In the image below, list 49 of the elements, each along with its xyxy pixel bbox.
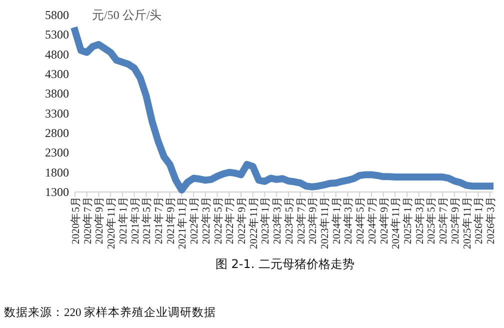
y-tick-label: 2300 xyxy=(45,146,69,160)
x-tick-label: 2024年9月 xyxy=(378,196,390,244)
x-tick-label: 2024年1月 xyxy=(330,196,343,244)
x-tick-label: 2022年1月 xyxy=(188,196,201,244)
x-tick-label: 2020年11月 xyxy=(106,196,118,250)
x-tick-label: 2021年9月 xyxy=(164,196,177,244)
x-tick-label: 2025年9月 xyxy=(449,196,462,244)
y-tick-label: 4300 xyxy=(45,67,69,81)
x-tick-label: 2023年5月 xyxy=(283,196,296,244)
x-tick-label: 2023年3月 xyxy=(272,196,284,244)
x-tick-label: 2022年11月 xyxy=(248,196,260,250)
x-tick-label: 2024年5月 xyxy=(354,196,367,244)
y-tick-label: 1300 xyxy=(45,185,69,199)
x-tick-label: 2023年7月 xyxy=(295,196,308,244)
y-tick-label: 3800 xyxy=(45,86,69,101)
x-tick-label: 2021年3月 xyxy=(129,196,142,244)
x-tick-label: 2024年7月 xyxy=(366,196,378,244)
x-tick-label: 2021年11月 xyxy=(176,196,189,250)
x-tick-label: 2022年3月 xyxy=(200,196,212,244)
x-tick-label: 2025年7月 xyxy=(438,196,450,244)
y-tick-label: 1800 xyxy=(45,165,69,180)
x-tick-label: 2025年11月 xyxy=(461,196,474,250)
source-note: 数据来源：220 家样本养殖企业调研数据 xyxy=(4,305,216,319)
x-tick-label: 2022年9月 xyxy=(236,196,248,244)
x-tick-label: 2021年7月 xyxy=(153,196,165,244)
x-tick-label: 2020年9月 xyxy=(94,196,106,244)
y-tick-label: 3300 xyxy=(45,106,69,120)
x-tick-label: 2021年1月 xyxy=(117,196,130,244)
x-tick-label: 2024年11月 xyxy=(390,196,402,250)
x-tick-label: 2026年3月 xyxy=(485,196,497,244)
x-tick-label: 2024年3月 xyxy=(342,196,355,244)
text: 图 2-1. 二元母猪价格走势 xyxy=(215,257,355,271)
x-tick-label: 2023年1月 xyxy=(260,196,272,244)
y-axis-title: 元/50 公斤/头 xyxy=(92,8,162,22)
x-tick-label: 2020年7月 xyxy=(82,196,94,244)
y-tick-label: 5300 xyxy=(45,28,69,42)
x-tick-label: 2025年3月 xyxy=(414,196,426,244)
x-tick-label: 2021年5月 xyxy=(141,196,154,244)
x-tick-label: 2026年1月 xyxy=(473,196,486,244)
x-tick-label: 2023年9月 xyxy=(307,196,320,244)
x-tick-label: 2025年1月 xyxy=(402,196,414,244)
x-tick-label: 2022年5月 xyxy=(212,196,224,244)
x-tick-label: 2023年11月 xyxy=(319,196,331,250)
y-tick-label: 2800 xyxy=(45,126,69,140)
x-tick-label: 2025年5月 xyxy=(426,196,438,244)
x-tick-label: 2022年7月 xyxy=(224,196,236,244)
y-tick-label: 5800 xyxy=(45,8,69,22)
x-tick-label: 2020年5月 xyxy=(70,196,82,244)
y-tick-label: 4800 xyxy=(45,47,69,62)
